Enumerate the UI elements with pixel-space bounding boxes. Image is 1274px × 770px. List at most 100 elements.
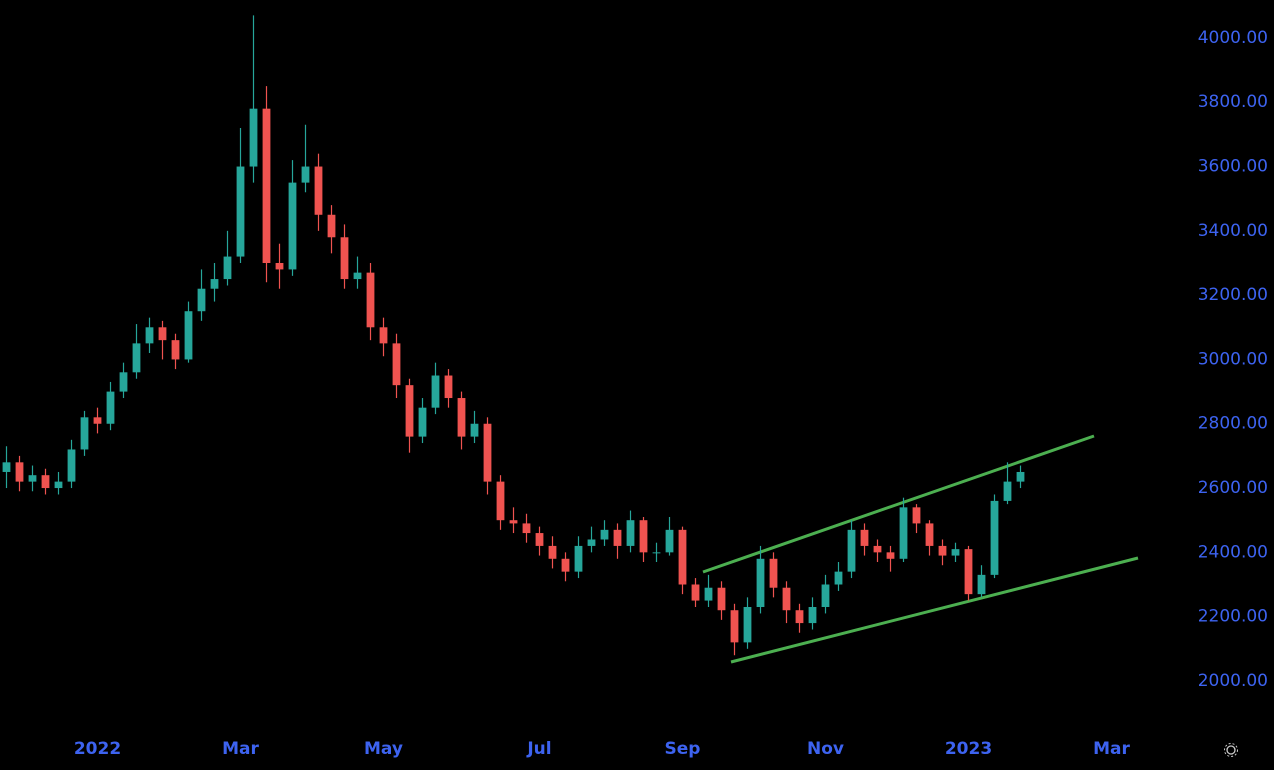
candle-body [67, 449, 76, 482]
candle-body [444, 375, 453, 399]
candle-body [613, 529, 622, 546]
candle-body [41, 475, 50, 489]
x-tick-label: May [364, 739, 403, 759]
candle-body [522, 523, 531, 534]
candle-body [119, 372, 128, 392]
candle-body [197, 288, 206, 312]
x-tick-label: 2023 [945, 739, 992, 759]
candle-body [301, 166, 310, 183]
x-tick-label: Mar [222, 739, 259, 759]
candle-body [223, 256, 232, 280]
candle-body [808, 607, 817, 624]
candle-body [886, 552, 895, 559]
candle-body [639, 520, 648, 553]
y-tick-label: 3800.00 [1198, 92, 1268, 112]
x-tick-label: Sep [665, 739, 701, 759]
candle-body [548, 545, 557, 559]
y-tick-label: 2400.00 [1198, 542, 1268, 562]
candle-body [405, 385, 414, 437]
candle-body [496, 481, 505, 521]
candle-body [743, 607, 752, 643]
candle-body [275, 262, 284, 270]
candle-body [652, 552, 661, 554]
candle-body [288, 182, 297, 270]
candle-body [925, 523, 934, 546]
y-tick-label: 3400.00 [1198, 221, 1268, 241]
candle-body [15, 462, 24, 482]
candle-body [340, 237, 349, 280]
candle-body [132, 343, 141, 373]
candle-body [587, 539, 596, 546]
candle-body [158, 327, 167, 341]
candle-body [210, 279, 219, 289]
y-tick-label: 2000.00 [1198, 671, 1268, 691]
trend-line-upper [702, 434, 1095, 574]
candle-body [834, 571, 843, 585]
x-tick-label: Nov [807, 739, 844, 759]
candle-body [1003, 481, 1012, 501]
candle-body [54, 481, 63, 489]
y-tick-label: 2800.00 [1198, 414, 1268, 434]
candle-body [977, 574, 986, 595]
candle-body [756, 558, 765, 608]
candle-body [665, 529, 674, 553]
candle-body [873, 545, 882, 553]
candle-body [717, 587, 726, 611]
candle-body [171, 340, 180, 360]
candle-body [860, 529, 869, 546]
y-tick-label: 4000.00 [1198, 28, 1268, 48]
candle-body [704, 587, 713, 601]
candle-body [691, 584, 700, 601]
candle-body [964, 549, 973, 595]
x-tick-label: Mar [1093, 739, 1130, 759]
candle-body [262, 108, 271, 263]
settings-icon[interactable] [1224, 743, 1238, 757]
candle-body [353, 272, 362, 280]
candle-body [574, 545, 583, 572]
candle-body [392, 343, 401, 386]
candle-body [951, 549, 960, 556]
y-tick-label: 3200.00 [1198, 285, 1268, 305]
candle-body [782, 587, 791, 611]
candle-body [470, 423, 479, 437]
candle-body [483, 423, 492, 482]
candle-body [821, 584, 830, 608]
y-tick-label: 3000.00 [1198, 349, 1268, 369]
candle-body [80, 417, 89, 450]
candle-body [327, 214, 336, 238]
candle-body [431, 375, 440, 408]
candle-body [236, 166, 245, 257]
candle-body [678, 529, 687, 585]
candle-body [1016, 471, 1025, 482]
y-tick-label: 2600.00 [1198, 478, 1268, 498]
candle-body [106, 391, 115, 424]
x-tick-label: 2022 [74, 739, 121, 759]
candle-body [509, 520, 518, 524]
candle-body [379, 327, 388, 344]
candle-body [899, 507, 908, 559]
candle-body [93, 417, 102, 424]
candle-body [938, 545, 947, 556]
candle-body [626, 520, 635, 546]
candle-body [912, 507, 921, 524]
candle-body [145, 327, 154, 344]
candle-body [2, 462, 11, 472]
candle-body [314, 166, 323, 215]
candle-body [418, 407, 427, 437]
candle-body [795, 610, 804, 624]
candle-body [769, 558, 778, 588]
candle-body [561, 558, 570, 572]
gear-ring [1226, 745, 1236, 755]
trend-line-lower [730, 556, 1139, 664]
candle-body [600, 529, 609, 540]
candle-body [847, 529, 856, 572]
candle-body [184, 311, 193, 360]
x-tick-label: Jul [526, 739, 551, 759]
candle-body [990, 500, 999, 575]
y-tick-label: 2200.00 [1198, 607, 1268, 627]
candle-body [249, 108, 258, 167]
candle-body [28, 475, 37, 482]
